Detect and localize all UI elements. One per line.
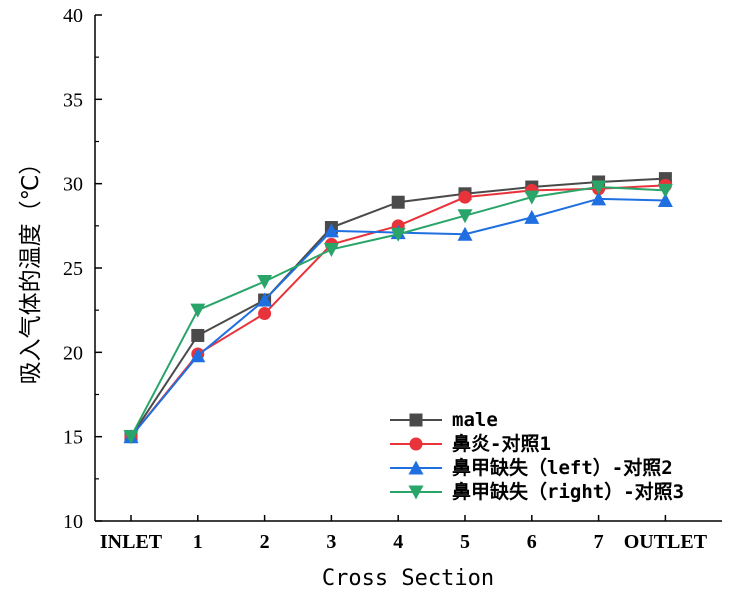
data-point: [524, 209, 540, 224]
x-tick-label: 4: [393, 531, 403, 553]
legend-item: 鼻炎-对照1: [390, 432, 551, 455]
data-point: [258, 307, 272, 321]
series-2: [124, 178, 672, 444]
legend-label: 鼻炎-对照1: [452, 432, 551, 455]
data-point: [191, 328, 205, 342]
x-tick-label: OUTLET: [624, 531, 708, 553]
data-point: [524, 190, 540, 205]
data-point: [190, 303, 206, 318]
y-axis-ticks: 10 15 20 25 30 35 40: [63, 5, 102, 533]
legend-item: male: [390, 409, 498, 431]
legend-marker: [408, 460, 424, 475]
series-4: [123, 180, 673, 445]
x-tick-label: 7: [594, 531, 604, 553]
x-tick-label: 6: [527, 531, 537, 553]
legend-item: 鼻甲缺失（right）-对照3: [390, 480, 684, 503]
data-point: [457, 226, 473, 241]
legend-label: 鼻甲缺失（right）-对照3: [452, 480, 684, 503]
legend-label: 鼻甲缺失（left）-对照2: [452, 456, 673, 479]
y-tick-label: 15: [63, 427, 83, 449]
legend-item: 鼻甲缺失（left）-对照2: [390, 456, 673, 479]
data-point: [458, 190, 472, 204]
x-tick-label: INLET: [100, 531, 163, 553]
y-tick-label: 40: [63, 5, 83, 27]
legend-marker: [409, 413, 423, 427]
y-tick-label: 25: [63, 258, 83, 280]
x-axis-ticks: INLET 1 2 3 4 5 6 7 OUTLET: [100, 515, 708, 553]
data-point: [391, 195, 405, 209]
x-tick-label: 1: [193, 531, 203, 553]
data-point: [257, 274, 273, 289]
legend-marker: [409, 437, 423, 451]
data-point: [657, 193, 673, 208]
y-tick-label: 10: [63, 511, 83, 533]
series-1: [124, 172, 672, 444]
data-point: [323, 242, 339, 257]
data-point: [591, 180, 607, 195]
y-tick-label: 20: [63, 342, 83, 364]
x-tick-label: 3: [326, 531, 336, 553]
data-point: [657, 183, 673, 198]
data-point: [257, 292, 273, 307]
data-point: [323, 223, 339, 238]
x-tick-label: 5: [460, 531, 470, 553]
x-axis-label: Cross Section: [322, 566, 494, 591]
data-point: [123, 430, 139, 445]
x-tick-label: 2: [260, 531, 270, 553]
data-point: [457, 209, 473, 224]
legend-label: male: [452, 409, 498, 431]
data-point: [390, 227, 406, 242]
y-tick-label: 30: [63, 174, 83, 196]
series-line: [130, 177, 666, 438]
legend-marker: [408, 485, 424, 500]
data-point: [190, 348, 206, 363]
y-tick-label: 35: [63, 89, 83, 111]
data-point: [591, 191, 607, 206]
y-axis-label: 吸入气体的温度（℃）: [18, 152, 44, 385]
series-layer: [123, 172, 673, 445]
